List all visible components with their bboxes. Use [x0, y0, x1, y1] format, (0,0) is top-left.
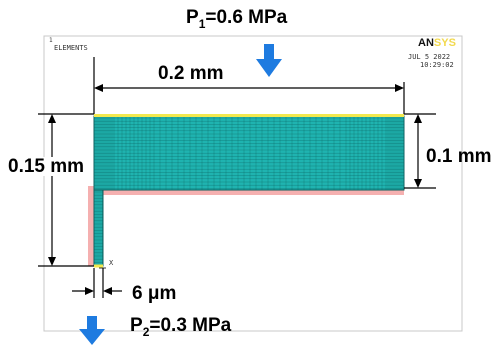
ansys-window-frame — [43, 35, 463, 332]
mesh-grid-lines — [93, 116, 404, 266]
width-label: 0.2 mm — [158, 63, 224, 84]
ansys-time: 10:29:02 — [420, 61, 454, 69]
axis-x-label: X — [109, 259, 114, 267]
stem-width-label: 6 μm — [132, 283, 177, 304]
stem-width-dimension — [72, 268, 122, 298]
p1-label: P1=0.6 MPa — [186, 7, 288, 31]
p2-label: P2=0.3 MPa — [130, 315, 232, 339]
p1-arrow — [256, 44, 282, 77]
ansys-panel-index: 1 — [49, 37, 53, 44]
p2-arrow — [79, 316, 105, 345]
stem-boundary-band — [88, 186, 94, 266]
width-dimension — [93, 57, 405, 114]
total-height-label: 0.15 mm — [6, 156, 87, 177]
right-height-label: 0.1 mm — [426, 146, 492, 167]
ansys-logo: ANSYS — [418, 37, 456, 49]
total-height-dimension — [38, 113, 94, 267]
right-height-dimension — [404, 113, 436, 189]
ansys-date: JUL 5 2022 — [408, 53, 451, 61]
ansys-panel-label: ELEMENTS — [54, 44, 88, 52]
